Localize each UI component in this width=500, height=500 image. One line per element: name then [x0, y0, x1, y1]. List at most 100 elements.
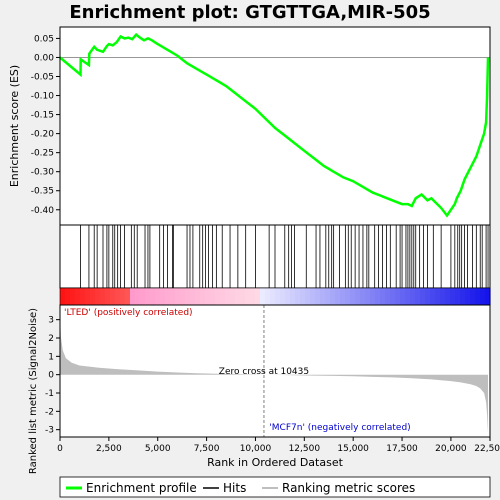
- legend: Enrichment profile Hits Ranking metric s…: [59, 476, 491, 498]
- color-bar-segment: [280, 288, 286, 305]
- color-bar-segment: [350, 288, 356, 305]
- metric-x-tick-label: 12,500: [289, 444, 321, 454]
- color-bar-segment: [220, 288, 226, 305]
- color-bar-segment: [160, 288, 166, 305]
- color-bar-segment: [135, 288, 141, 305]
- color-bar-segment: [80, 288, 86, 305]
- color-bar-segment: [435, 288, 441, 305]
- color-bar-segment: [60, 288, 66, 305]
- color-bar-segment: [235, 288, 241, 305]
- es-y-tick-label: -0.05: [31, 73, 54, 83]
- color-bar-segment: [395, 288, 401, 305]
- color-bar-segment: [210, 288, 216, 305]
- color-bar-segment: [115, 288, 121, 305]
- metric-x-tick-label: 22,500: [474, 444, 500, 454]
- es-y-tick-label: -0.35: [31, 187, 54, 197]
- zero-cross-label: Zero cross at 10435: [219, 367, 309, 377]
- metric-x-tick-label: 15,000: [337, 444, 369, 454]
- color-bar-segment: [195, 288, 201, 305]
- color-bar-segment: [85, 288, 91, 305]
- color-bar-segment: [250, 288, 256, 305]
- color-bar-segment: [270, 288, 276, 305]
- es-y-tick-label: -0.30: [31, 168, 55, 178]
- color-bar-segment: [325, 288, 331, 305]
- metric-y-tick-label: -2: [45, 407, 54, 417]
- color-bar-segment: [425, 288, 431, 305]
- metric-y-tick-label: 3: [48, 316, 54, 326]
- es-y-tick-label: -0.15: [31, 111, 54, 121]
- color-bar-segment: [165, 288, 171, 305]
- color-bar-segment: [450, 288, 456, 305]
- color-bar-segment: [375, 288, 381, 305]
- color-bar-segment: [130, 288, 136, 305]
- color-bar-segment: [180, 288, 186, 305]
- hits-panel: [59, 224, 491, 289]
- rank-color-bar: [59, 287, 491, 306]
- color-bar-segment: [95, 288, 101, 305]
- metric-x-ticks: 0 2,500 5,000 7,500 10,000 12,500 15,000 17,500…: [57, 437, 500, 454]
- es-y-tick-label: 0.00: [34, 53, 54, 63]
- color-bar-segment: [140, 288, 146, 305]
- color-bar-segment: [330, 288, 336, 305]
- color-bar-segment: [285, 288, 291, 305]
- color-bar-segment: [240, 288, 246, 305]
- color-bar-segment: [75, 288, 81, 305]
- color-bar-segment: [335, 288, 341, 305]
- color-bar-segment: [315, 288, 321, 305]
- metric-x-tick-label: 5,000: [145, 444, 171, 454]
- color-bar-segment: [125, 288, 131, 305]
- color-bar-segment: [390, 288, 396, 305]
- hit-lines: [80, 225, 489, 288]
- enrichment-profile-line: [59, 32, 490, 218]
- color-bar-segment: [275, 288, 281, 305]
- color-bar-segment: [480, 288, 486, 305]
- color-bar-segment: [405, 288, 411, 305]
- color-bar-segment: [105, 288, 111, 305]
- legend-hits-label: Hits: [223, 481, 246, 495]
- color-bar-segment: [190, 288, 196, 305]
- color-bar-segment: [70, 288, 76, 305]
- color-bar-segment: [470, 288, 476, 305]
- color-bar-segment: [175, 288, 181, 305]
- color-bar-segment: [90, 288, 96, 305]
- legend-enrichment-label: Enrichment profile: [86, 481, 197, 495]
- color-bar-segment: [455, 288, 461, 305]
- color-bar-segment: [120, 288, 126, 305]
- color-bar-segment: [475, 288, 481, 305]
- ranking-metric-area: [60, 316, 488, 434]
- color-bar-segment: [305, 288, 311, 305]
- metric-y-tick-label: -3: [45, 426, 54, 436]
- metric-y-tick-label: 1: [48, 352, 54, 362]
- color-bar-segment: [360, 288, 366, 305]
- metric-x-tick-label: 0: [57, 444, 63, 454]
- color-bar-segment: [380, 288, 386, 305]
- metric-x-tick-label: 2,500: [96, 444, 122, 454]
- color-bar-segment: [445, 288, 451, 305]
- metric-y-ticks: 3 2 1 0 -1 -2 -3: [45, 316, 60, 436]
- metric-x-tick-label: 17,500: [386, 444, 418, 454]
- es-y-ticks: 0.05 0.00 -0.05 -0.10 -0.15 -0.20 -0.25 -0.30 -0…: [31, 34, 60, 216]
- color-bar-segment: [150, 288, 156, 305]
- color-bar-segment: [215, 288, 221, 305]
- color-bar-segment: [245, 288, 251, 305]
- color-bar-segment: [385, 288, 391, 305]
- ranking-metric-panel: 3 2 1 0 -1 -2 -3 0 2,500 5,000 7,500 10,000 12,500 1…: [28, 304, 500, 474]
- color-bar-segment: [100, 288, 106, 305]
- metric-x-tick-label: 7,500: [194, 444, 220, 454]
- color-bar-segment: [465, 288, 471, 305]
- color-bar-segment: [420, 288, 426, 305]
- metric-y-tick-label: 2: [48, 334, 54, 344]
- metric-y-tick-label: 0: [48, 371, 54, 381]
- color-bar-segment: [155, 288, 161, 305]
- metric-y-axis-label: Ranked list metric (Signal2Noise): [28, 308, 39, 474]
- color-bar-segment: [300, 288, 306, 305]
- color-bar-segment: [255, 288, 261, 305]
- color-bar-segment: [290, 288, 296, 305]
- negative-correlation-label: 'MCF7n' (negatively correlated): [269, 423, 410, 433]
- color-bar-segment: [310, 288, 316, 305]
- color-bar-segment: [370, 288, 376, 305]
- color-bar-segment: [430, 288, 436, 305]
- es-y-axis-label: Enrichment score (ES): [8, 65, 21, 187]
